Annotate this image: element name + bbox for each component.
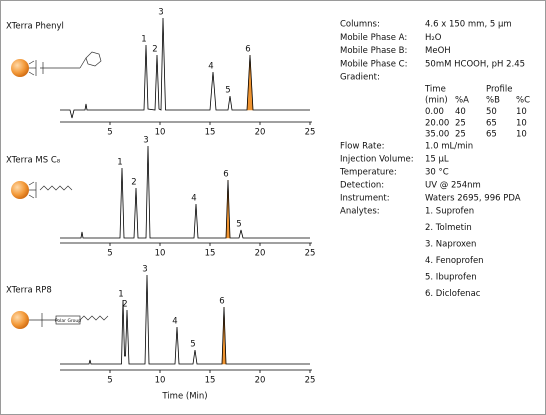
x-tick-label: 20 [255,376,266,386]
gradient-cell: 20.00 [425,118,449,128]
gradient-header: %B [486,96,500,106]
peak-label: 5 [236,220,241,230]
condition-label: Mobile Phase A: [340,33,407,43]
x-tick-label: 25 [305,249,316,259]
gradient-cell: 10 [516,130,527,140]
analyte: 4. Fenoprofen [425,256,484,266]
peak-label: 3 [142,265,147,275]
condition-value: 50mM HCOOH, pH 2.45 [425,59,525,69]
x-tick-label: 10 [155,249,166,259]
gradient-cell: 10 [516,107,527,117]
chromatogram-trace [60,145,310,239]
condition-value: 1.0 mL/min [425,142,473,152]
peak-label: 6 [223,170,228,180]
condition-label: Mobile Phase C: [340,59,407,69]
gradient-cell: 65 [486,130,497,140]
chart-title: XTerra MS C₈ [6,156,61,166]
peak-label: 5 [225,86,230,96]
peak-label: 1 [118,290,123,300]
chromatogram-trace [60,274,310,365]
peak-label: 4 [172,317,177,327]
condition-label: Temperature: [339,168,397,178]
gradient-cell: 50 [486,107,497,117]
condition-value: 15 µL [425,155,449,165]
condition-label: Injection Volume: [340,155,414,165]
chart-title: XTerra RP8 [6,286,52,296]
gradient-header: Profile [486,85,512,95]
analyte: 2. Tolmetin [425,223,472,233]
x-tick-label: 5 [107,376,112,386]
x-tick-label: 15 [205,249,216,259]
peak-label: 4 [191,194,196,204]
analytes-label: Analytes: [340,207,380,217]
peak-label: 2 [122,300,127,310]
condition-label: Mobile Phase B: [340,46,407,56]
peak-label: 6 [245,45,250,55]
analyte: 1. Suprofen [425,207,474,217]
peak-label: 6 [219,297,224,307]
gradient-header: %C [516,96,530,106]
gradient-cell: 10 [516,118,527,128]
x-tick-label: 25 [305,128,316,138]
x-axis-label: Time (Min) [161,392,207,402]
phenyl-structure [11,51,102,77]
condition-value: 4.6 x 150 mm, 5 µm [425,20,512,30]
analyte: 5. Ibuprofen [425,273,477,283]
x-tick-label: 15 [205,376,216,386]
condition-label: Flow Rate: [340,142,384,152]
x-tick-label: 20 [255,249,266,259]
peak-label: 3 [158,8,163,18]
gradient-header: %A [455,96,469,106]
condition-value: H₂O [425,33,442,43]
gradient-header: Time [424,85,446,95]
gradient-cell: 35.00 [425,130,449,140]
chart-title: XTerra Phenyl [6,22,64,32]
analyte: 6. Diclofenac [425,289,481,299]
analyte: 3. Naproxen [425,240,476,250]
c8-structure [11,181,73,199]
peak-label: 3 [143,136,148,146]
structure-label: Polar Group [55,318,81,324]
x-tick-label: 5 [107,249,112,259]
x-tick-label: 25 [305,376,316,386]
peak-label: 1 [117,158,122,168]
gradient-header: (min) [425,96,448,106]
peak-label: 5 [190,340,195,350]
peak-label: 2 [131,178,136,188]
gradient-cell: 65 [486,118,497,128]
peak-label: 2 [152,45,157,55]
gradient-cell: 25 [455,130,466,140]
x-tick-label: 15 [205,128,216,138]
gradient-cell: 0.00 [425,107,444,117]
x-tick-label: 10 [155,376,166,386]
x-tick-label: 5 [107,128,112,138]
gradient-label: Gradient: [340,73,380,83]
chromatogram-trace [60,17,310,119]
condition-value: 30 °C [425,168,449,178]
condition-value: UV @ 254nm [425,181,481,191]
gradient-cell: 40 [455,107,466,117]
peak-label: 4 [208,62,213,72]
peak-label: 1 [141,35,146,45]
rp8-structure [11,311,109,329]
x-tick-label: 10 [155,128,166,138]
condition-value: Waters 2695, 996 PDA [425,194,521,204]
condition-label: Instrument: [340,194,390,204]
x-tick-label: 20 [255,128,266,138]
condition-value: MeOH [425,46,451,56]
condition-label: Detection: [340,181,384,191]
condition-label: Columns: [340,20,380,30]
gradient-cell: 25 [455,118,466,128]
